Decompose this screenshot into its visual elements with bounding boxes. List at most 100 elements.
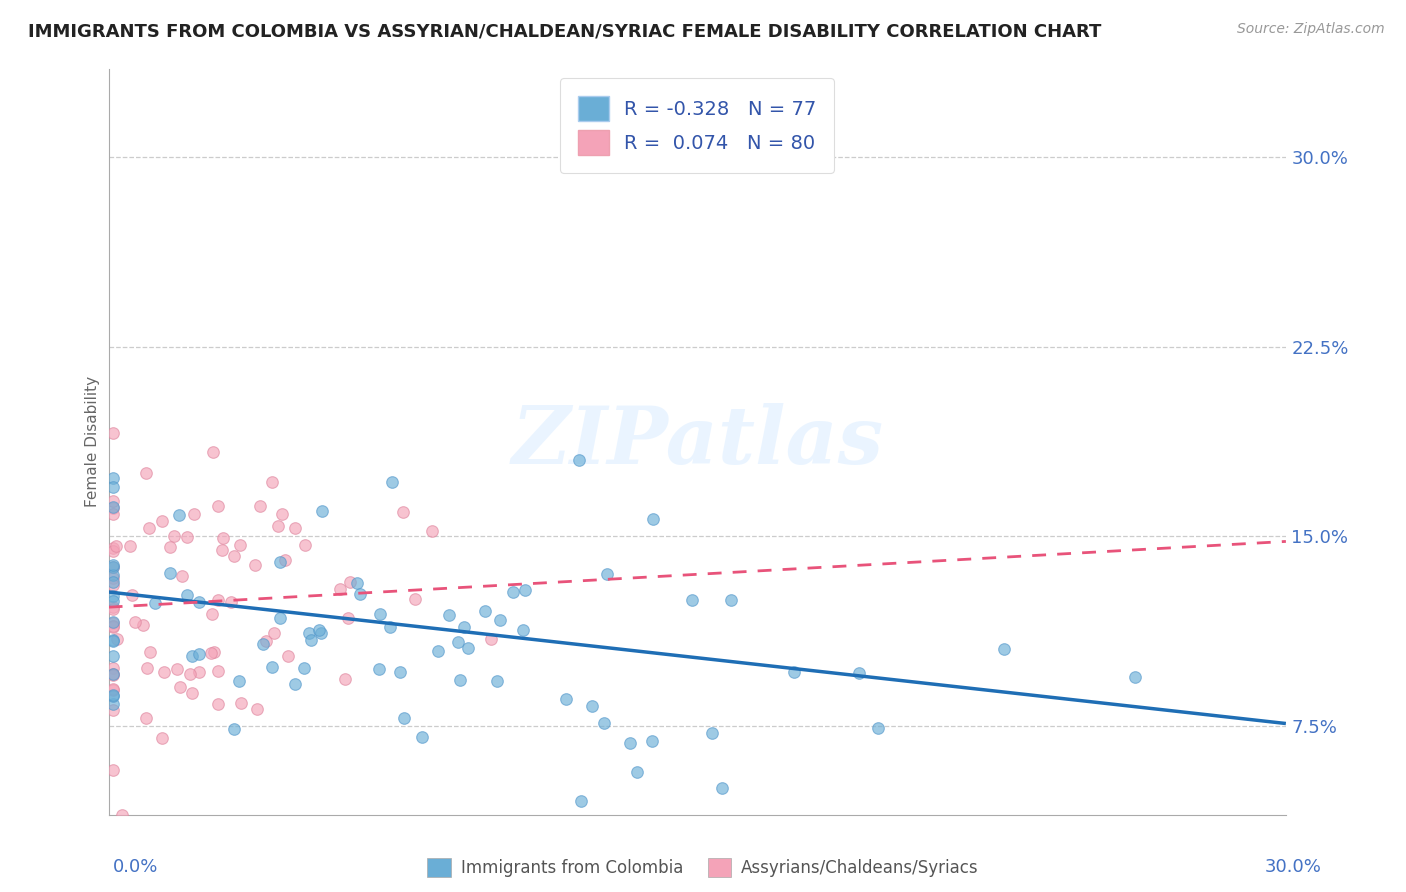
Point bbox=[101, 619, 124, 633]
Point bbox=[101, 501, 124, 516]
Point bbox=[101, 615, 124, 629]
Point bbox=[201, 607, 224, 622]
Point bbox=[626, 765, 648, 780]
Point bbox=[569, 794, 592, 808]
Point bbox=[866, 722, 889, 736]
Point bbox=[101, 620, 124, 634]
Point bbox=[136, 661, 159, 675]
Point bbox=[555, 692, 578, 706]
Point bbox=[420, 524, 443, 538]
Point bbox=[349, 587, 371, 601]
Point bbox=[308, 623, 330, 637]
Point bbox=[101, 601, 124, 615]
Point bbox=[159, 540, 181, 554]
Point bbox=[502, 584, 524, 599]
Point bbox=[207, 499, 229, 513]
Point bbox=[485, 674, 508, 689]
Point bbox=[101, 494, 124, 508]
Point bbox=[201, 445, 224, 459]
Point bbox=[329, 582, 352, 597]
Legend: Immigrants from Colombia, Assyrians/Chaldeans/Syriacs: Immigrants from Colombia, Assyrians/Chal… bbox=[420, 851, 986, 884]
Point bbox=[394, 711, 416, 725]
Point bbox=[176, 530, 198, 544]
Point bbox=[121, 588, 143, 602]
Point bbox=[101, 682, 124, 697]
Point bbox=[135, 466, 157, 480]
Point bbox=[1123, 670, 1146, 684]
Text: IMMIGRANTS FROM COLOMBIA VS ASSYRIAN/CHALDEAN/SYRIAC FEMALE DISABILITY CORRELATI: IMMIGRANTS FROM COLOMBIA VS ASSYRIAN/CHA… bbox=[28, 22, 1101, 40]
Point bbox=[848, 666, 870, 681]
Point bbox=[449, 673, 471, 687]
Point bbox=[439, 607, 461, 622]
Point bbox=[993, 642, 1015, 657]
Point bbox=[512, 623, 534, 637]
Point bbox=[427, 644, 450, 658]
Point bbox=[101, 683, 124, 698]
Point bbox=[479, 632, 502, 647]
Point bbox=[179, 666, 201, 681]
Point bbox=[640, 733, 662, 747]
Point bbox=[782, 665, 804, 679]
Point bbox=[101, 661, 124, 675]
Point bbox=[207, 697, 229, 711]
Point bbox=[101, 425, 124, 440]
Point bbox=[336, 611, 359, 625]
Point bbox=[170, 568, 193, 582]
Point bbox=[138, 521, 160, 535]
Point bbox=[311, 504, 333, 518]
Point bbox=[101, 666, 124, 681]
Point bbox=[207, 664, 229, 678]
Y-axis label: Female Disability: Female Disability bbox=[86, 376, 100, 508]
Point bbox=[135, 711, 157, 725]
Point bbox=[231, 697, 253, 711]
Point bbox=[101, 558, 124, 573]
Point bbox=[101, 697, 124, 711]
Point bbox=[101, 544, 124, 558]
Point bbox=[474, 604, 496, 618]
Point bbox=[101, 616, 124, 631]
Point bbox=[101, 632, 124, 647]
Point bbox=[132, 618, 155, 632]
Point bbox=[222, 722, 245, 736]
Point bbox=[222, 549, 245, 564]
Point bbox=[181, 649, 204, 664]
Point bbox=[702, 725, 724, 739]
Point bbox=[292, 661, 315, 675]
Text: ZIPatlas: ZIPatlas bbox=[512, 403, 883, 480]
Point bbox=[101, 593, 124, 607]
Point bbox=[211, 542, 233, 557]
Point bbox=[243, 558, 266, 572]
Point bbox=[596, 567, 619, 582]
Point bbox=[101, 668, 124, 682]
Point bbox=[101, 649, 124, 664]
Point bbox=[101, 589, 124, 603]
Point bbox=[159, 566, 181, 580]
Point bbox=[246, 702, 269, 716]
Point bbox=[267, 519, 290, 533]
Point bbox=[593, 715, 616, 730]
Point bbox=[101, 560, 124, 574]
Point bbox=[720, 593, 742, 607]
Point bbox=[167, 508, 190, 522]
Legend: R = -0.328   N = 77, R =  0.074   N = 80: R = -0.328 N = 77, R = 0.074 N = 80 bbox=[561, 78, 834, 173]
Point bbox=[274, 552, 297, 566]
Point bbox=[346, 576, 368, 591]
Text: Source: ZipAtlas.com: Source: ZipAtlas.com bbox=[1237, 22, 1385, 37]
Point bbox=[457, 640, 479, 655]
Point bbox=[453, 620, 475, 634]
Point bbox=[294, 538, 316, 552]
Point bbox=[152, 665, 174, 679]
Point bbox=[447, 635, 470, 649]
Point bbox=[211, 531, 233, 545]
Point bbox=[166, 662, 188, 676]
Point bbox=[202, 645, 225, 659]
Point bbox=[187, 647, 209, 661]
Point bbox=[150, 731, 173, 745]
Point bbox=[101, 560, 124, 574]
Point bbox=[515, 583, 537, 598]
Point bbox=[619, 736, 641, 750]
Point bbox=[101, 507, 124, 521]
Point bbox=[188, 595, 211, 609]
Point bbox=[101, 599, 124, 614]
Point bbox=[411, 730, 433, 744]
